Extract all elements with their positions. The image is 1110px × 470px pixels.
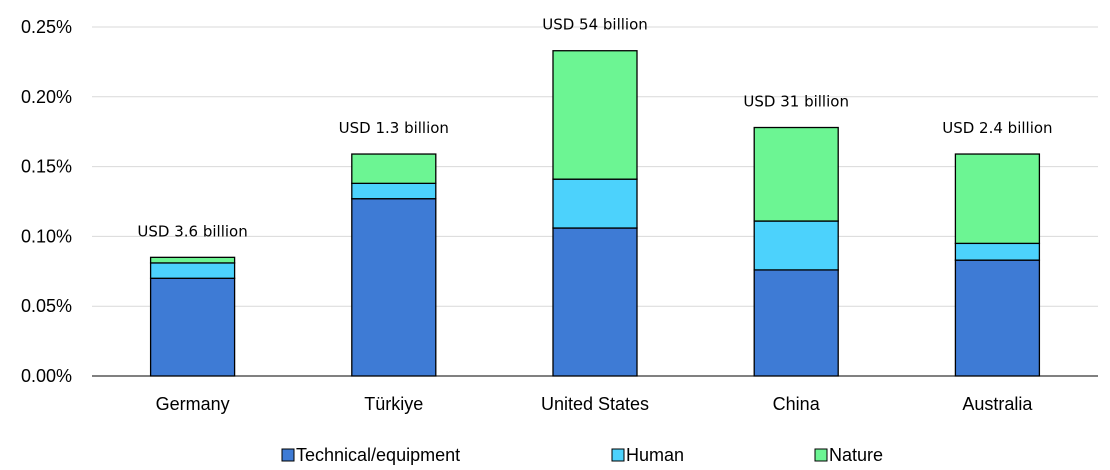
bar-segment-human xyxy=(552,178,638,229)
legend-label: Nature xyxy=(829,445,883,465)
bar-segment-technical-equipment xyxy=(149,277,236,377)
y-tick-label: 0.00% xyxy=(21,366,72,386)
bars xyxy=(149,50,1041,377)
bar-total-annotation: USD 3.6 billion xyxy=(137,222,247,240)
category-label: China xyxy=(773,394,821,414)
bar-segment-nature xyxy=(552,50,638,180)
legend-label: Technical/equipment xyxy=(296,445,460,465)
bar-segment-human xyxy=(753,220,839,271)
category-label: Australia xyxy=(962,394,1033,414)
bar-segment-technical-equipment xyxy=(351,198,437,377)
category-labels: Germany Türkiye United States China Australi… xyxy=(156,394,1034,414)
bar-total-annotation: USD 31 billion xyxy=(743,93,849,111)
bar-segment-nature xyxy=(149,256,236,264)
legend-label: Human xyxy=(626,445,684,465)
y-tick-label: 0.25% xyxy=(21,17,72,37)
legend-swatch xyxy=(281,448,295,462)
y-tick-label: 0.10% xyxy=(21,226,72,246)
y-tick-label: 0.15% xyxy=(21,157,72,177)
bar-segment-technical-equipment xyxy=(753,269,839,377)
bar-segment-technical-equipment xyxy=(552,227,638,377)
bar-segment-nature xyxy=(351,153,437,185)
y-tick-label: 0.05% xyxy=(21,296,72,316)
bar-segment-technical-equipment xyxy=(954,259,1041,377)
bar-segment-nature xyxy=(753,126,839,222)
y-axis-tick-labels: 0.00% 0.05% 0.10% 0.15% 0.20% 0.25% xyxy=(21,17,72,386)
legend-swatch xyxy=(611,448,625,462)
bar-total-annotation: USD 2.4 billion xyxy=(942,119,1052,137)
category-label: Türkiye xyxy=(364,394,423,414)
y-tick-label: 0.20% xyxy=(21,87,72,107)
legend-swatch xyxy=(814,448,828,462)
legend: Technical/equipment Human Nature xyxy=(281,445,883,465)
category-label: Germany xyxy=(156,394,230,414)
category-label: United States xyxy=(541,394,649,414)
bar-segment-human xyxy=(351,182,437,200)
bar-segment-human xyxy=(954,242,1041,261)
bar-total-annotation: USD 54 billion xyxy=(542,16,648,34)
bar-total-annotation: USD 1.3 billion xyxy=(339,119,449,137)
bar-annotations: USD 3.6 billion USD 1.3 billion USD 54 bil… xyxy=(137,16,1052,241)
bar-segment-human xyxy=(149,262,236,279)
bar-segment-nature xyxy=(954,153,1041,245)
